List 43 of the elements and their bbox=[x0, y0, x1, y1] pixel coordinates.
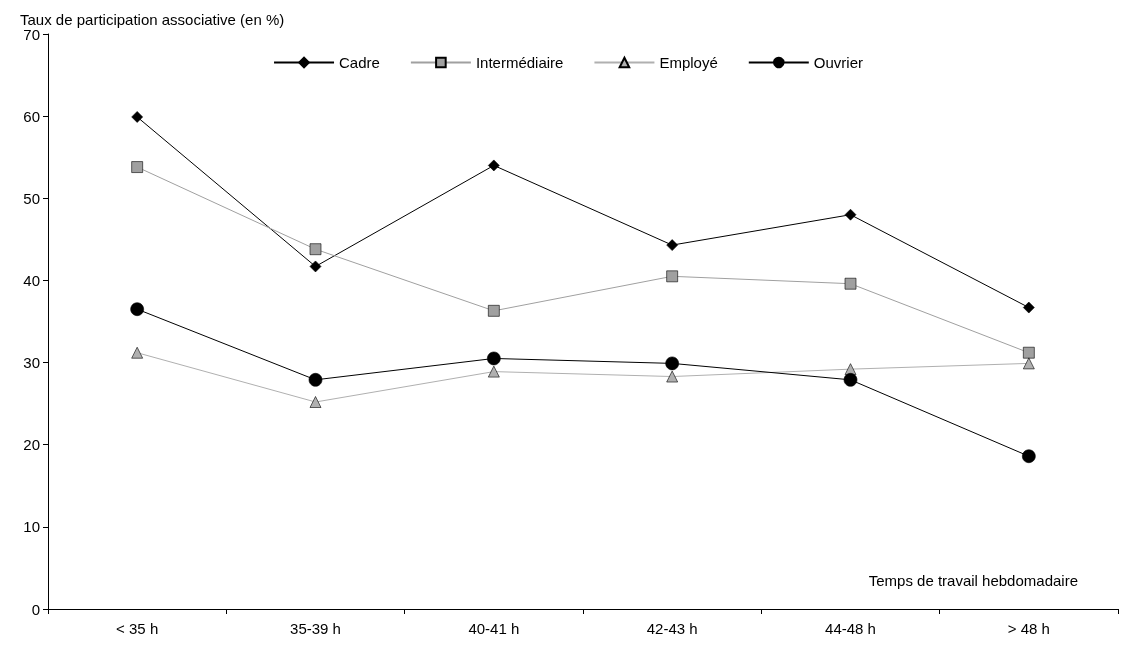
point bbox=[1023, 357, 1035, 370]
y-tick-label: 60 bbox=[23, 107, 40, 125]
x-tick-label: 35-39 h bbox=[290, 620, 341, 637]
point bbox=[131, 161, 143, 173]
point bbox=[844, 277, 857, 290]
y-tick-label: 70 bbox=[23, 25, 40, 43]
y-tick-label: 0 bbox=[31, 600, 40, 618]
x-tick-label: < 35 h bbox=[116, 620, 159, 637]
x-tick-label: > 48 h bbox=[1007, 620, 1050, 637]
point bbox=[309, 396, 322, 408]
point bbox=[131, 111, 143, 123]
point bbox=[666, 370, 678, 383]
point bbox=[131, 346, 143, 359]
point bbox=[488, 365, 500, 378]
point bbox=[487, 351, 501, 366]
y-tick-label: 10 bbox=[23, 518, 40, 536]
point bbox=[1023, 346, 1035, 359]
point bbox=[488, 159, 500, 172]
point bbox=[309, 260, 322, 273]
y-tick-label: 50 bbox=[23, 189, 40, 207]
point bbox=[488, 305, 500, 317]
point bbox=[1023, 301, 1035, 314]
point bbox=[130, 302, 144, 316]
legend-label: Intermédiaire bbox=[475, 54, 564, 71]
point bbox=[843, 373, 858, 387]
point bbox=[844, 208, 857, 221]
x-tick-label: 40-41 h bbox=[468, 620, 520, 637]
point bbox=[1022, 449, 1036, 464]
point bbox=[309, 243, 322, 256]
legend-label: Employé bbox=[659, 54, 718, 71]
point bbox=[666, 270, 678, 283]
x-axis-title: Temps de travail hebdomadaire bbox=[868, 572, 1079, 589]
legend-label: Ouvrier bbox=[813, 54, 863, 71]
y-tick-label: 40 bbox=[23, 271, 40, 289]
x-tick-label: 42-43 h bbox=[646, 620, 698, 637]
x-tick-label: 44-48 h bbox=[825, 620, 876, 637]
point bbox=[666, 239, 678, 251]
point bbox=[665, 356, 679, 371]
y-axis-title: Taux de participation associative (en %) bbox=[20, 10, 285, 28]
y-tick-label: 30 bbox=[23, 354, 40, 372]
point bbox=[308, 373, 323, 387]
y-tick-label: 20 bbox=[23, 436, 40, 454]
legend-label: Cadre bbox=[339, 54, 380, 71]
